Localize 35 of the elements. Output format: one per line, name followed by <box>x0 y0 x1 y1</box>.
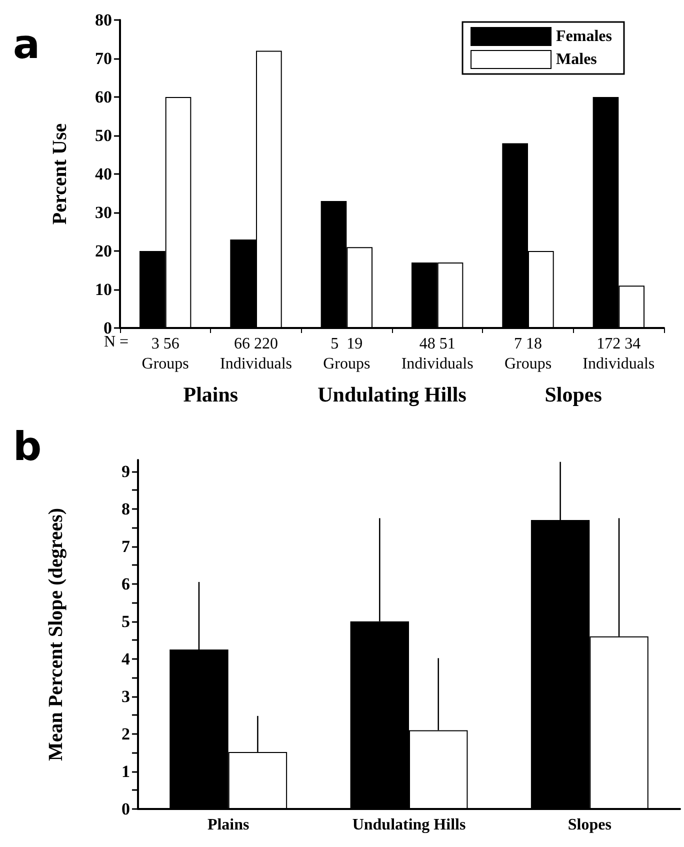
chart-title: a <box>13 22 40 68</box>
y-tick-label: 60 <box>95 88 112 106</box>
y-tick-label: 7 <box>122 536 130 556</box>
legend-label: Males <box>556 51 597 68</box>
y-tick-label: 5 <box>122 612 130 631</box>
y-tick-label: 8 <box>122 499 130 518</box>
x-tick-label: Slopes <box>568 816 612 834</box>
text: Slopes <box>544 382 602 406</box>
x-tick-label: 5 19 Groups <box>323 336 370 372</box>
x-tick-label: Undulating Hills <box>352 816 466 834</box>
x-tick-label: 66 220 Individuals <box>220 336 292 372</box>
y-axis-title: Percent Use <box>49 123 71 225</box>
y-tick-label: 50 <box>95 126 112 145</box>
y-tick-label: 30 <box>95 203 112 222</box>
y-tick-label: 70 <box>95 49 112 68</box>
y-tick-label: 3 <box>122 686 130 706</box>
x-tick-label: Plains <box>207 816 250 834</box>
x-tick-label: 7 18 Groups <box>504 336 552 372</box>
x-tick-label: 3 56 Groups <box>142 336 189 372</box>
legend-label: Females <box>556 28 612 45</box>
y-tick-label: 2 <box>122 724 130 744</box>
x-tick-label: 172 34 Individuals <box>582 336 655 372</box>
text: Undulating Hills <box>318 382 466 406</box>
y-tick-label: 4 <box>122 649 130 668</box>
y-tick-label: 6 <box>122 574 130 594</box>
y-tick-label: 20 <box>95 242 112 260</box>
x-tick-label: 48 51 Individuals <box>401 336 474 372</box>
y-tick-label: 1 <box>122 762 130 781</box>
y-tick-label: 40 <box>95 164 112 184</box>
text: Plains <box>183 382 238 406</box>
y-tick-label: 0 <box>122 800 130 818</box>
y-tick-label: 80 <box>95 10 112 30</box>
y-axis-title: Mean Percent Slope (degrees) <box>45 508 67 762</box>
y-tick-label: 9 <box>122 462 130 481</box>
y-tick-label: 10 <box>95 280 112 299</box>
